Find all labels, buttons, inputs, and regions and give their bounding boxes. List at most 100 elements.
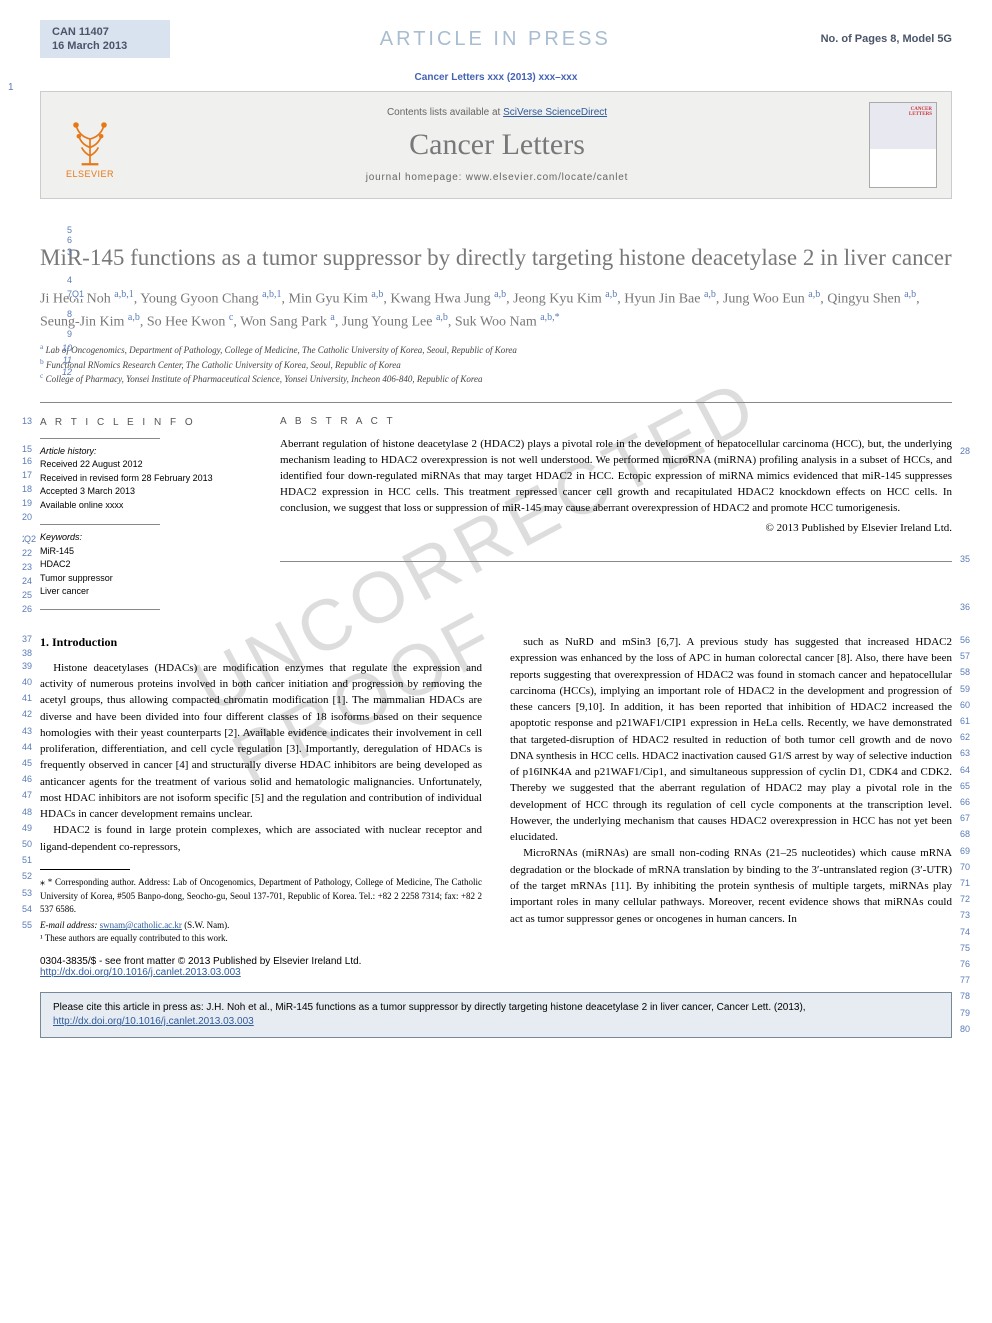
accepted-date: Accepted 3 March 2013 xyxy=(40,485,250,499)
intro-paragraph-3: such as NuRD and mSin3 [6,7]. A previous… xyxy=(510,634,952,845)
line-number: 63 xyxy=(960,747,984,760)
line-number: 77 xyxy=(960,974,984,987)
line-number: 55 xyxy=(8,919,32,932)
please-cite-box: Please cite this article in press as: J.… xyxy=(40,992,952,1038)
line-number: 3 xyxy=(48,247,72,257)
line-number: 62 xyxy=(960,731,984,744)
email-label: E-mail address: xyxy=(40,920,97,930)
line-number: 19 xyxy=(8,497,32,511)
line-number: 47 xyxy=(8,789,32,802)
line-number: 61 xyxy=(960,715,984,728)
line-number: 12 xyxy=(48,366,72,379)
journal-title: Cancer Letters xyxy=(139,128,855,162)
affiliations-block: 10 11 12 a Lab of Oncogenomics, Departme… xyxy=(40,342,952,386)
line-number: 49 xyxy=(8,822,32,835)
line-number: 66 xyxy=(960,796,984,809)
keyword-1: MiR-145 xyxy=(40,545,250,559)
line-number: 16 xyxy=(8,455,32,469)
intro-paragraph-2: HDAC2 is found in large protein complexe… xyxy=(40,822,482,855)
affiliation-c: College of Pharmacy, Yonsei Institute of… xyxy=(46,374,483,384)
copyright-block: 0304-3835/$ - see front matter © 2013 Pu… xyxy=(40,956,952,978)
line-number: 51 xyxy=(8,854,32,867)
line-number: 24 xyxy=(8,575,32,589)
line-number: 57 xyxy=(960,650,984,663)
article-title: MiR-145 functions as a tumor suppressor … xyxy=(40,243,952,273)
article-history-head: Article history: xyxy=(40,445,250,459)
elsevier-logo: ELSEVIER xyxy=(55,105,125,185)
contents-line: Contents lists available at SciVerse Sci… xyxy=(139,107,855,118)
proof-page-model: No. of Pages 8, Model 5G xyxy=(821,33,952,45)
journal-header-center: Contents lists available at SciVerse Sci… xyxy=(139,107,855,183)
line-number: 46 xyxy=(8,773,32,786)
line-number: 76 xyxy=(960,958,984,971)
online-date: Available online xxxx xyxy=(40,499,250,513)
homepage-line: journal homepage: www.elsevier.com/locat… xyxy=(139,172,855,183)
authors-list: Ji Heon Noh a,b,1, Young Gyoon Chang a,b… xyxy=(40,287,952,332)
body-columns: 37 38 1. Introduction 394041424344454647… xyxy=(40,634,952,944)
line-number: 70 xyxy=(960,861,984,874)
line-number: 10 xyxy=(48,342,72,355)
affiliation-a: Lab of Oncogenomics, Department of Patho… xyxy=(46,345,517,355)
abstract-copyright: © 2013 Published by Elsevier Ireland Ltd… xyxy=(280,521,952,537)
line-number: 39 xyxy=(8,660,32,673)
line-number: 4 xyxy=(48,275,72,285)
corresponding-email-link[interactable]: swnam@catholic.ac.kr xyxy=(100,920,182,930)
line-number: 18 xyxy=(8,483,32,497)
line-number: 13 xyxy=(8,415,32,429)
intro-paragraph-4: MicroRNAs (miRNAs) are small non-coding … xyxy=(510,845,952,926)
line-number: 22 xyxy=(8,547,32,561)
elsevier-label: ELSEVIER xyxy=(66,169,114,179)
line-number: 23 xyxy=(8,561,32,575)
line-number: 17 xyxy=(8,469,32,483)
query-badge-q1: Q1 xyxy=(72,289,84,299)
doi-link[interactable]: http://dx.doi.org/10.1016/j.canlet.2013.… xyxy=(40,967,241,978)
keyword-4: Liver cancer xyxy=(40,585,250,599)
journal-cover-thumbnail xyxy=(869,102,937,188)
article-info-head: A R T I C L E I N F O xyxy=(40,415,250,430)
line-number: 11 xyxy=(48,354,72,367)
line-number: 52 xyxy=(8,870,32,883)
line-number: 72 xyxy=(960,893,984,906)
received-date: Received 22 August 2012 xyxy=(40,458,250,472)
abstract-text: Aberrant regulation of histone deacetyla… xyxy=(280,437,952,517)
query-badge-q2: Q2 xyxy=(24,533,36,547)
revised-date: Received in revised form 28 February 201… xyxy=(40,472,250,486)
line-number: 79 xyxy=(960,1007,984,1020)
contents-prefix: Contents lists available at xyxy=(387,107,503,118)
cite-doi-link[interactable]: http://dx.doi.org/10.1016/j.canlet.2013.… xyxy=(53,1016,254,1027)
corresponding-author-note: * Corresponding author. Address: Lab of … xyxy=(40,877,482,914)
intro-paragraph-1: Histone deacetylases (HDACs) are modific… xyxy=(40,660,482,823)
equal-contribution-note: ¹ These authors are equally contributed … xyxy=(40,932,482,945)
line-number: 41 xyxy=(8,692,32,705)
line-number: 67 xyxy=(960,812,984,825)
footnotes-block: ⁎ * Corresponding author. Address: Lab o… xyxy=(40,876,482,944)
line-number: 58 xyxy=(960,666,984,679)
homepage-url: www.elsevier.com/locate/canlet xyxy=(466,172,628,183)
abstract-column: A B S T R A C T 28 Aberrant regulation o… xyxy=(280,415,952,616)
article-info-column: 13 A R T I C L E I N F O 15 Article hist… xyxy=(40,415,250,616)
line-number: 26 xyxy=(8,603,32,617)
line-number: 37 xyxy=(8,634,32,644)
section-heading: 1. Introduction xyxy=(40,634,482,652)
article-in-press-banner: ARTICLE IN PRESS xyxy=(170,28,821,51)
line-number: 64 xyxy=(960,764,984,777)
line-number: 73 xyxy=(960,909,984,922)
line-number: 71 xyxy=(960,877,984,890)
line-number: 38 xyxy=(8,648,32,658)
line-number: 75 xyxy=(960,942,984,955)
email-suffix: (S.W. Nam). xyxy=(184,920,229,930)
line-number: 53 xyxy=(8,887,32,900)
line-number: 56 xyxy=(960,634,984,647)
journal-citation-line: Cancer Letters xxx (2013) xxx–xxx xyxy=(40,72,952,83)
proof-id: CAN 11407 xyxy=(52,26,158,38)
scidir-link[interactable]: SciVerse ScienceDirect xyxy=(503,107,607,118)
line-number: 54 xyxy=(8,903,32,916)
line-number: 48 xyxy=(8,806,32,819)
info-abstract-row: 13 A R T I C L E I N F O 15 Article hist… xyxy=(40,402,952,616)
line-number: 50 xyxy=(8,838,32,851)
line-number: 7 xyxy=(48,289,72,299)
abstract-head: A B S T R A C T xyxy=(280,415,952,430)
line-number: 80 xyxy=(960,1023,984,1036)
affiliation-b: Functional RNomics Research Center, The … xyxy=(46,360,401,370)
line-number: 5 xyxy=(48,225,72,235)
